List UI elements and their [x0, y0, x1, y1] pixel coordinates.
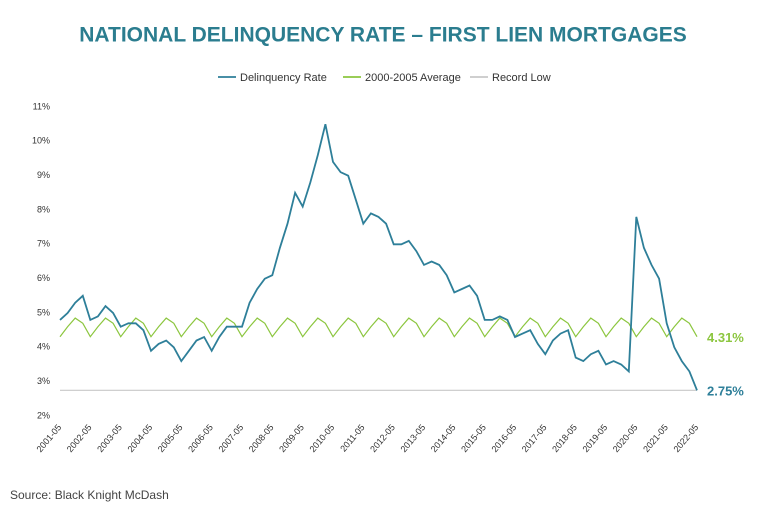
y-tick-label: 9% [37, 170, 50, 180]
x-tick-label: 2006-05 [186, 422, 215, 454]
legend-label: Record Low [492, 72, 551, 84]
x-tick-label: 2021-05 [641, 422, 670, 454]
x-tick-label: 2001-05 [34, 422, 63, 454]
x-tick-label: 2011-05 [338, 422, 366, 453]
x-tick-label: 2004-05 [125, 422, 154, 454]
x-tick-label: 2017-05 [520, 422, 549, 454]
y-tick-label: 6% [37, 273, 50, 283]
x-tick-label: 2022-05 [671, 422, 700, 454]
end-label: 2.75% [707, 384, 744, 399]
x-tick-label: 2008-05 [247, 422, 276, 454]
x-tick-label: 2015-05 [459, 422, 488, 454]
series-line [59, 317, 698, 338]
y-tick-label: 10% [32, 136, 50, 146]
x-tick-label: 2009-05 [277, 422, 306, 454]
x-tick-label: 2019-05 [580, 422, 609, 454]
x-tick-label: 2012-05 [368, 422, 397, 454]
y-tick-label: 5% [37, 307, 50, 317]
y-tick-label: 8% [37, 204, 50, 214]
x-tick-label: 2013-05 [398, 422, 427, 454]
legend-label: Delinquency Rate [240, 72, 327, 84]
x-tick-label: 2010-05 [307, 422, 336, 454]
x-tick-label: 2005-05 [156, 422, 185, 454]
x-tick-label: 2020-05 [611, 422, 640, 454]
series-line [59, 123, 698, 391]
end-label: 4.31% [707, 330, 744, 345]
y-tick-label: 4% [37, 342, 50, 352]
x-tick-label: 2003-05 [95, 422, 124, 454]
y-tick-label: 2% [37, 410, 50, 420]
x-tick-label: 2018-05 [550, 422, 579, 454]
source-note: Source: Black Knight McDash [10, 488, 169, 502]
legend-label: 2000-2005 Average [365, 72, 461, 84]
x-tick-label: 2014-05 [429, 422, 458, 454]
y-tick-label: 7% [37, 239, 50, 249]
y-tick-label: 11% [33, 101, 50, 111]
x-tick-label: 2016-05 [489, 422, 518, 454]
y-tick-label: 3% [37, 376, 50, 386]
chart-title: NATIONAL DELINQUENCY RATE – FIRST LIEN M… [79, 24, 686, 47]
x-tick-label: 2002-05 [65, 422, 94, 454]
x-tick-label: 2007-05 [216, 422, 245, 454]
